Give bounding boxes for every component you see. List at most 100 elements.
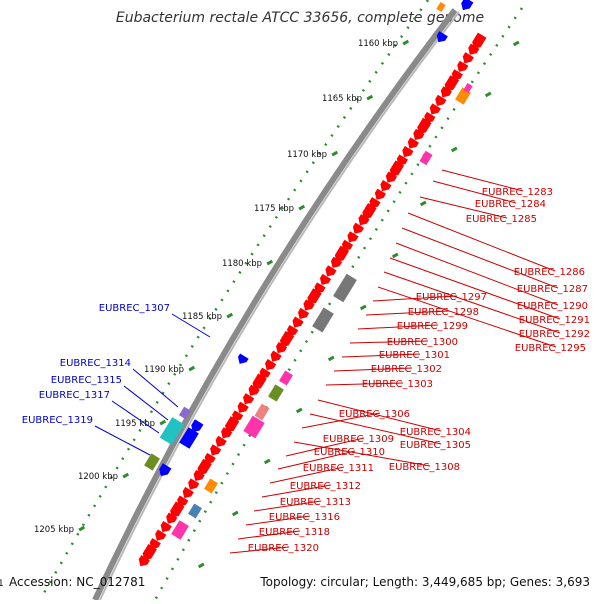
gene-label[interactable]: EUBREC_1306 xyxy=(339,409,410,420)
gene-label[interactable]: EUBREC_1295 xyxy=(515,343,586,354)
forward-cds-arrow xyxy=(334,245,350,262)
label-leader-line xyxy=(383,271,561,334)
gene-label[interactable]: EUBREC_1319 xyxy=(22,415,93,426)
forward-cds-arrow xyxy=(182,486,194,499)
label-leader-line xyxy=(377,286,557,348)
kbp-tick-mark xyxy=(159,419,167,426)
forward-cds-arrow xyxy=(297,307,310,320)
gene-label[interactable]: EUBREC_1308 xyxy=(389,462,460,473)
gene-label[interactable]: EUBREC_1320 xyxy=(248,543,319,554)
gene-label[interactable]: EUBREC_1298 xyxy=(408,307,479,318)
gene-label[interactable]: EUBREC_1286 xyxy=(514,267,585,278)
outer-tick-mark xyxy=(419,200,427,207)
forward-cds-arrow xyxy=(362,203,377,220)
forward-cds-arrow xyxy=(325,265,337,277)
kbp-scale-label: 1185 kbp xyxy=(182,312,222,322)
kbp-tick-mark xyxy=(331,150,339,157)
forward-cds-arrow xyxy=(252,373,267,390)
forward-cds-arrow xyxy=(330,256,343,268)
reverse-cds-arrow xyxy=(191,419,204,433)
forward-cds-arrow xyxy=(374,188,387,200)
gene-label[interactable]: EUBREC_1292 xyxy=(519,329,590,340)
outer-tick-mark xyxy=(327,355,335,362)
label-leader-line xyxy=(253,500,322,512)
gene-label[interactable]: EUBREC_1285 xyxy=(466,214,537,225)
forward-cds-arrow xyxy=(468,43,480,55)
gene-label[interactable]: EUBREC_1312 xyxy=(290,481,361,492)
forward-cds-arrow xyxy=(385,171,398,183)
gene-label[interactable]: EUBREC_1304 xyxy=(400,427,471,438)
gene-label[interactable]: EUBREC_1314 xyxy=(60,358,131,369)
pink-cds-block xyxy=(279,370,293,386)
forward-cds-arrow xyxy=(457,60,469,72)
label-leader-line xyxy=(407,212,556,272)
gene-label[interactable]: EUBREC_1315 xyxy=(51,375,122,386)
forward-cds-arrow xyxy=(166,512,178,524)
label-leader-line xyxy=(341,353,421,358)
label-leader-line xyxy=(432,180,517,204)
olive-cds-block xyxy=(144,453,160,471)
gene-label[interactable]: EUBREC_1300 xyxy=(387,337,458,348)
label-leader-line xyxy=(441,169,524,192)
outer-tick-mark xyxy=(231,510,239,517)
pink-cds-block xyxy=(419,150,433,166)
forward-cds-arrow xyxy=(435,94,447,106)
forward-cds-arrow xyxy=(270,350,282,362)
forward-cds-arrow xyxy=(451,69,463,81)
forward-cds-arrow xyxy=(402,145,414,158)
gene-label[interactable]: EUBREC_1305 xyxy=(400,440,471,451)
reverse-cds-arrow xyxy=(436,31,448,43)
gene-label[interactable]: EUBREC_1297 xyxy=(416,292,487,303)
gene-label[interactable]: EUBREC_1313 xyxy=(280,497,351,508)
gene-label[interactable]: EUBREC_1311 xyxy=(303,463,374,474)
gene-label[interactable]: EUBREC_1291 xyxy=(519,315,590,326)
label-leader-line xyxy=(132,368,179,408)
gene-label[interactable]: EUBREC_1302 xyxy=(371,364,442,375)
gene-label[interactable]: EUBREC_1317 xyxy=(39,390,110,401)
gene-label[interactable]: EUBREC_1303 xyxy=(362,379,433,390)
gene-label[interactable]: EUBREC_1287 xyxy=(517,284,588,295)
gene-label[interactable]: EUBREC_1318 xyxy=(259,527,330,538)
gene-label[interactable]: EUBREC_1283 xyxy=(482,187,553,198)
forward-cds-arrow xyxy=(177,495,189,507)
kbp-tick-mark xyxy=(298,204,306,211)
outer-tick-mark xyxy=(391,252,399,259)
outer-tick-mark xyxy=(197,562,205,569)
forward-cds-arrow xyxy=(341,239,354,251)
label-leader-line xyxy=(325,382,404,386)
forward-cds-arrow xyxy=(155,529,167,541)
gene-label[interactable]: EUBREC_1284 xyxy=(475,199,546,210)
gene-label[interactable]: EUBREC_1290 xyxy=(517,301,588,312)
label-leader-line xyxy=(357,324,439,330)
gene-label[interactable]: EUBREC_1301 xyxy=(379,350,450,361)
gene-label[interactable]: EUBREC_1307 xyxy=(99,303,170,314)
pink-cds-block xyxy=(243,415,265,439)
label-leader-line xyxy=(333,367,413,372)
forward-cds-arrow xyxy=(170,501,185,518)
forward-cds-arrow xyxy=(319,273,332,285)
gene-label[interactable]: EUBREC_1310 xyxy=(314,447,385,458)
forward-cds-arrow xyxy=(215,435,227,447)
forward-cds-arrow xyxy=(210,444,222,456)
outer-tick-mark xyxy=(484,91,492,98)
gene-label[interactable]: EUBREC_1316 xyxy=(269,512,340,523)
forward-cds-arrow xyxy=(221,427,233,439)
label-leader-line xyxy=(349,340,429,344)
reverse-cds-arrow xyxy=(237,353,249,364)
forward-cds-arrow xyxy=(352,222,365,234)
label-leader-line xyxy=(269,466,345,484)
genome-backbone-shadow xyxy=(98,11,460,603)
forward-cds-arrow xyxy=(265,359,277,371)
forward-cds-arrow xyxy=(237,401,249,413)
kbp-scale-label: 1200 kbp xyxy=(78,472,118,482)
label-leader-line xyxy=(111,400,160,434)
forward-cds-arrow xyxy=(225,416,240,433)
gene-label[interactable]: EUBREC_1309 xyxy=(323,434,394,445)
kbp-scale-label: 1165 kbp xyxy=(322,94,362,104)
reverse-cds-block xyxy=(179,427,199,449)
gene-label[interactable]: EUBREC_1299 xyxy=(397,321,468,332)
label-leader-line xyxy=(365,310,450,316)
kbp-scale: 1160 kbp 1165 kbp 1170 kbp 1175 kbp 1180 kbp… xyxy=(34,39,520,569)
